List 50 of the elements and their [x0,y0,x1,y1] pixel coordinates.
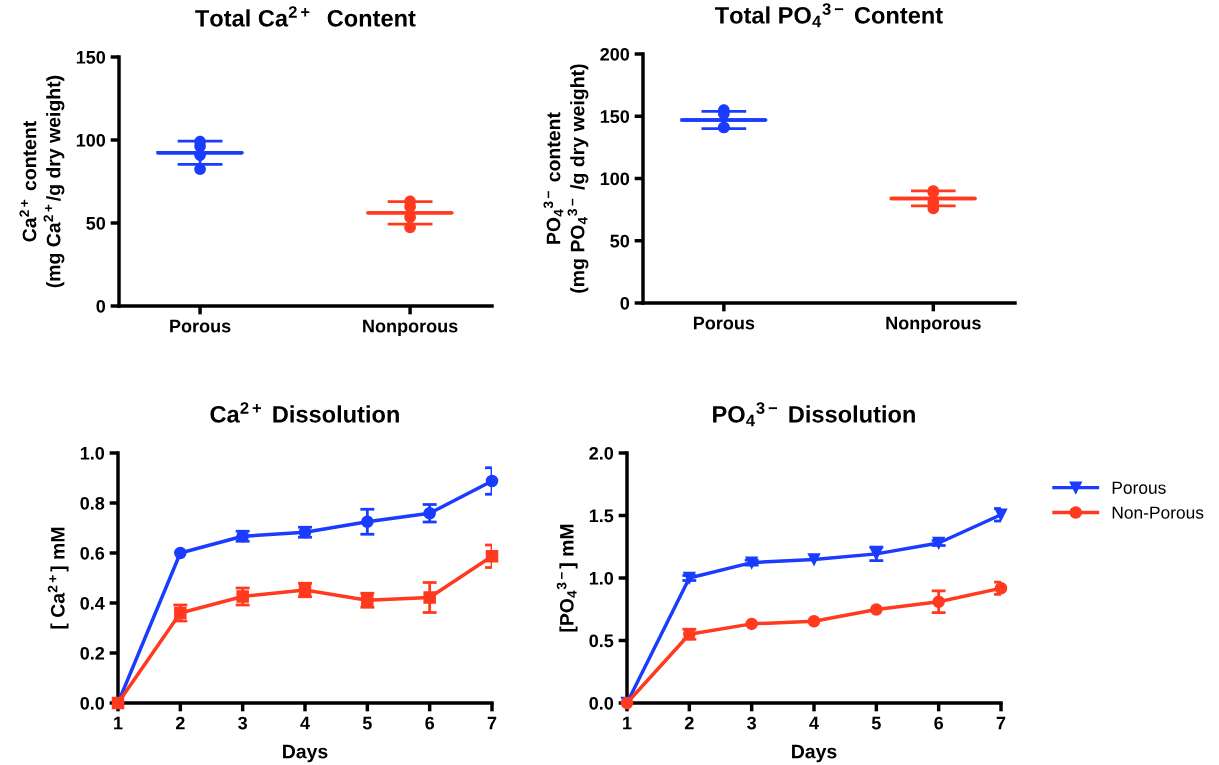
y-tick-label: 0.2 [80,646,105,660]
x-tick-label: 5 [362,716,372,730]
chart-title: PO$_{4}$$^{3−}$ Dissolution [713,402,915,427]
y-tick-label: 50 [86,216,106,230]
text: Ca$^{2+}$ content (mg Ca$^{2+}$/g dry weight) [19,75,65,288]
y-tick-label: 150 [76,50,106,64]
text: PO$_{4}$$^{3−}$ content (mg PO$_{4}$$^{3−}$ /g dry weight) [543,64,589,293]
y-tick-label: 50 [610,234,630,248]
x-tick-label: 6 [425,716,435,730]
y-tick-label: 0.8 [80,496,105,510]
y-tick-label: 0.0 [80,696,105,710]
x-tick-label: 3 [747,716,757,730]
chart-title: Ca$^{2+}$ Dissolution [210,402,399,423]
y-tick-label: 200 [600,47,630,61]
x-axis-title: Days [792,744,837,763]
x-tick-label: 7 [487,716,497,730]
y-tick-label: 150 [600,110,630,123]
x-tick-label: 4 [300,716,310,730]
y-tick-label: 0.5 [589,634,614,648]
y-tick-label: 0.4 [80,596,105,610]
y-tick-label: 1.0 [80,446,105,460]
x-tick-label: 4 [809,716,819,730]
chart-title: Total PO$_{4}$$^{3−}$ Content [714,3,943,28]
y-tick-label: 0 [620,296,630,310]
x-tick-label: Nonporous [886,316,981,334]
x-tick-label: Porous [170,319,231,333]
legend-label: Porous [1112,481,1166,494]
y-tick-label: 1.5 [589,509,614,523]
x-tick-label: 2 [175,716,185,730]
x-tick-label: Nonporous [363,319,458,337]
y-tick-label: 0.0 [589,696,614,710]
x-tick-label: 3 [238,716,248,730]
x-axis-title: Days [283,744,328,763]
chart-title: Total Ca$^{2+}$ Content [195,6,416,27]
y-tick-label: 100 [600,172,630,186]
legend-label: Non-Porous [1112,506,1204,519]
y-axis-title: [PO$_{4}$$^{3−}$] mM [556,524,578,632]
y-tick-label: 0.6 [80,546,105,560]
x-tick-label: 1 [114,716,123,730]
y-tick-label: 0 [96,299,106,313]
x-tick-label: 2 [684,716,694,730]
x-tick-label: Porous [693,316,755,330]
x-tick-label: 1 [623,716,632,730]
x-tick-label: 6 [934,716,944,730]
y-tick-label: 1.0 [589,571,614,585]
y-tick-label: 2.0 [589,446,614,460]
y-tick-label: 100 [76,133,106,147]
y-axis-title: [ Ca$^{2+}$] mM [47,527,69,629]
x-tick-label: 5 [871,716,881,730]
x-tick-label: 7 [996,716,1006,730]
